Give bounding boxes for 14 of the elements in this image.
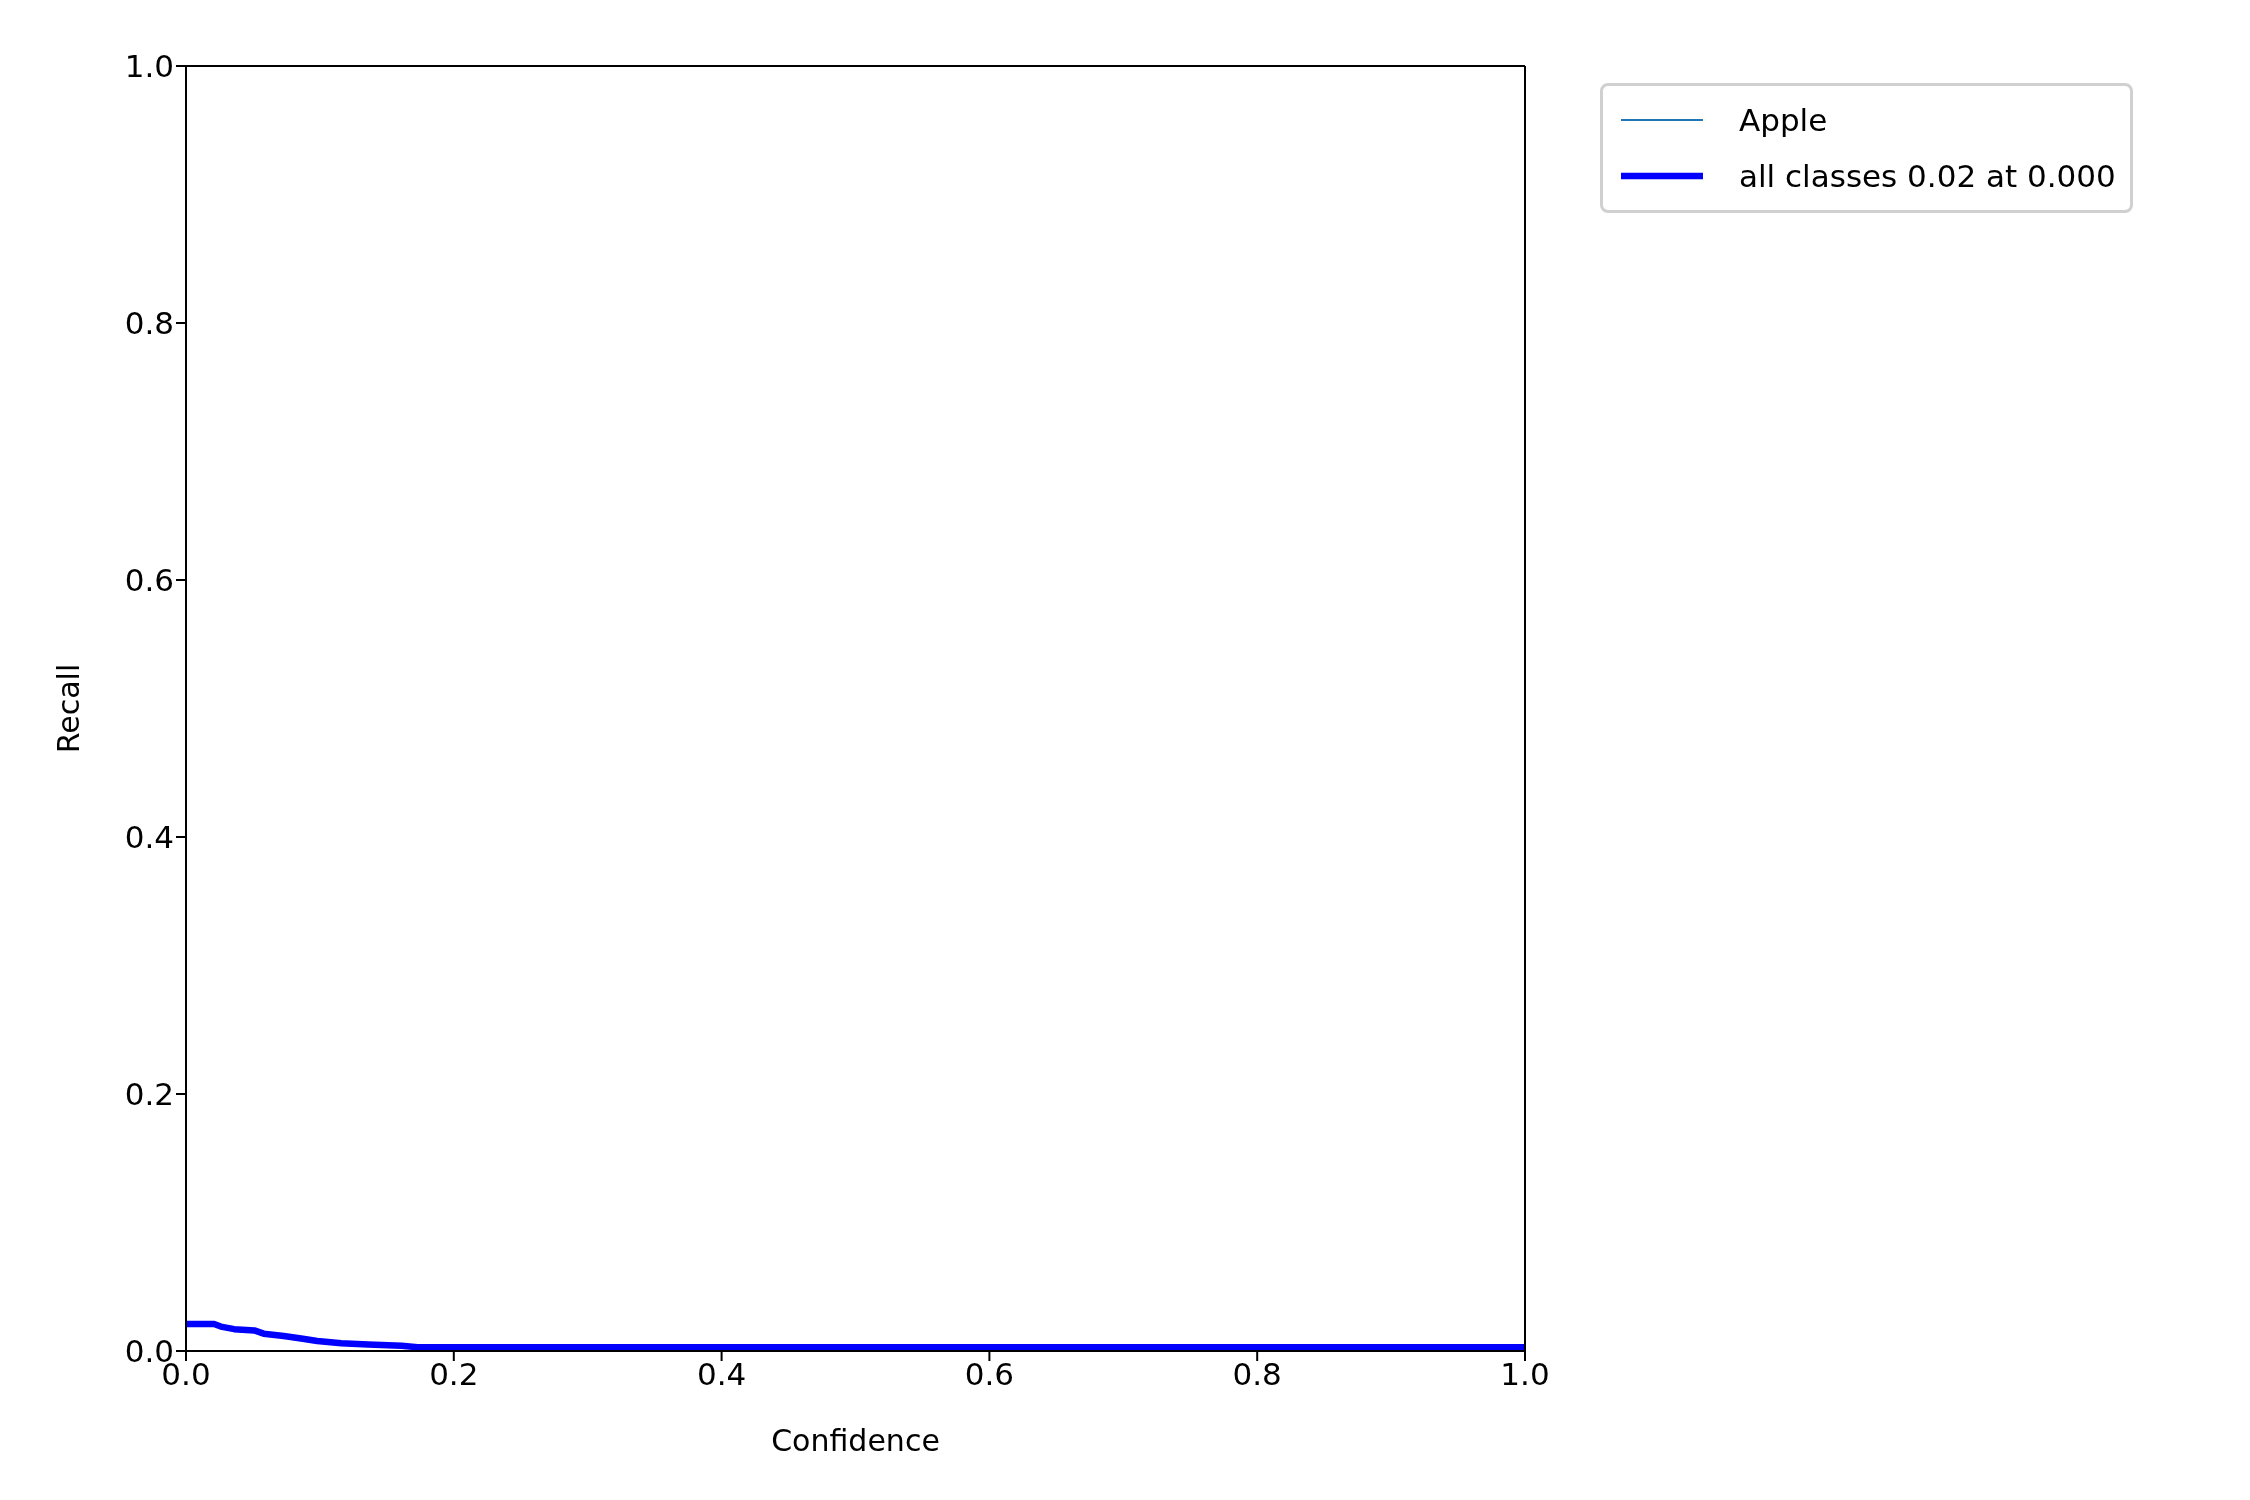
y-axis-title: Recall (50, 663, 86, 754)
y-tick-label: 0.8 (124, 305, 174, 342)
y-tick-label: 0.6 (124, 562, 174, 599)
y-tick-label: 0.2 (124, 1076, 174, 1113)
x-tick-label: 1.0 (1500, 1356, 1550, 1393)
x-tick-label: 0.4 (696, 1356, 747, 1393)
legend-label: Apple (1739, 102, 1828, 138)
x-axis-title: Confidence (771, 1423, 940, 1458)
y-tick-label: 1.0 (124, 48, 174, 84)
x-tick-label: 0.6 (964, 1356, 1015, 1393)
x-tick-label: 0.8 (1232, 1356, 1282, 1393)
y-tick-label: 0.4 (124, 819, 174, 856)
legend-label: all classes 0.02 at 0.000 (1739, 158, 2116, 194)
x-tick-label: 0.2 (429, 1356, 479, 1393)
